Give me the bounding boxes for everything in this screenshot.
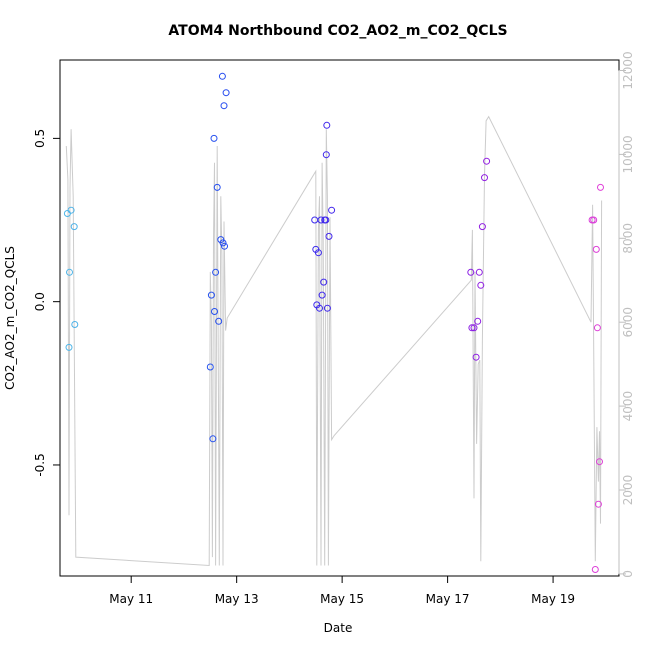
- x-axis: May 11 May 13 May 15 May 17 May 19: [109, 575, 575, 606]
- data-point: [220, 102, 228, 110]
- data-point: [311, 216, 319, 224]
- data-point: [472, 353, 480, 361]
- data-point: [594, 500, 602, 508]
- y2-tick-label: 4000: [621, 391, 635, 422]
- x-tick-label: May 17: [426, 592, 470, 606]
- data-point: [591, 566, 599, 573]
- data-point: [70, 223, 78, 231]
- y2-tick-label: 8000: [621, 223, 635, 254]
- data-point: [65, 343, 73, 351]
- data-point: [207, 291, 215, 299]
- data-point: [477, 281, 485, 289]
- data-point: [221, 242, 228, 250]
- secondary-series-line: [65, 115, 603, 567]
- y2-tick-label: 0: [621, 570, 635, 578]
- plot-frame: [59, 59, 620, 577]
- data-point: [316, 304, 323, 312]
- data-point: [219, 239, 227, 247]
- data-point: [593, 324, 601, 332]
- data-point: [320, 278, 328, 286]
- data-point: [318, 291, 326, 299]
- y-axis-label: CO2_AO2_m_CO2_QCLS: [3, 246, 17, 390]
- data-point: [470, 324, 478, 332]
- data-point: [592, 245, 600, 253]
- x-tick-label: May 19: [531, 592, 575, 606]
- data-point: [323, 121, 331, 129]
- chart-title: ATOM4 Northbound CO2_AO2_m_CO2_QCLS: [168, 23, 507, 39]
- data-point: [211, 308, 218, 315]
- data-point: [483, 157, 491, 165]
- data-point: [590, 216, 598, 224]
- data-point: [71, 321, 79, 328]
- data-point: [215, 317, 223, 325]
- x-axis-label: Date: [324, 621, 353, 635]
- y-tick-label: 0.5: [33, 129, 47, 148]
- data-point: [66, 268, 73, 276]
- data-point: [67, 206, 75, 214]
- data-point: [206, 363, 214, 371]
- data-point: [212, 268, 220, 276]
- data-point: [325, 232, 333, 240]
- data-point: [597, 183, 604, 191]
- data-point: [478, 223, 486, 231]
- y2-tick-label: 12000: [621, 51, 635, 89]
- data-point: [474, 317, 482, 325]
- data-point: [481, 174, 488, 182]
- y-axis: -0.5 0.0 0.5: [33, 129, 61, 477]
- data-point: [322, 151, 330, 159]
- y2-tick-label: 10000: [621, 135, 635, 173]
- y2-axis: 0 2000 4000 6000 8000 10000 12000: [618, 51, 635, 578]
- data-point: [323, 304, 331, 312]
- data-point: [222, 89, 230, 97]
- data-point: [468, 324, 476, 332]
- data-point: [213, 183, 221, 191]
- x-tick-label: May 11: [109, 592, 153, 606]
- data-point: [218, 72, 226, 80]
- data-point: [475, 268, 483, 276]
- data-point: [328, 206, 336, 214]
- y2-tick-label: 6000: [621, 307, 635, 338]
- secondary-line-layer: [65, 115, 603, 567]
- data-point: [210, 134, 218, 142]
- data-point-layer: [63, 72, 604, 573]
- x-tick-label: May 15: [320, 592, 364, 606]
- data-point: [322, 216, 330, 224]
- data-point: [596, 458, 603, 466]
- y2-tick-label: 2000: [621, 475, 635, 506]
- data-point: [467, 268, 475, 276]
- data-point: [317, 216, 325, 224]
- data-point: [314, 249, 322, 257]
- y-tick-label: 0.0: [33, 292, 47, 311]
- y-tick-label: -0.5: [33, 453, 47, 476]
- data-point: [209, 435, 217, 443]
- x-tick-label: May 13: [215, 592, 259, 606]
